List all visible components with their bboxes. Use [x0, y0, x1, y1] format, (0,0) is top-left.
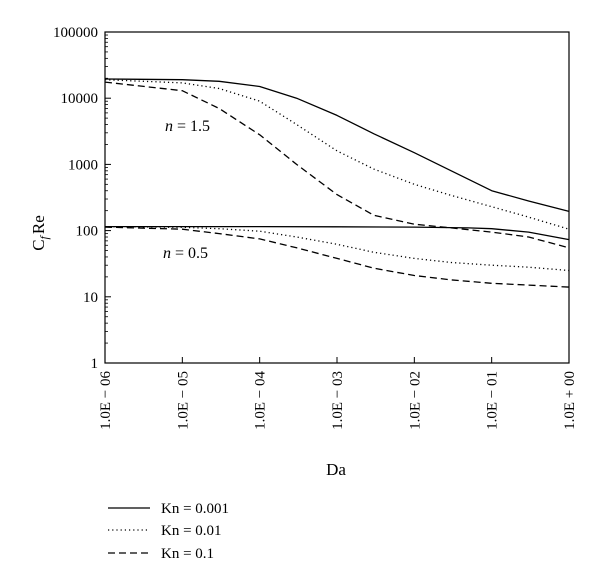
y-label-tail: Re [29, 215, 48, 234]
x-axis-ticks: 1.0E − 06 1.0E − 05 1.0E − 04 1.0E − 03 1.0E… [98, 357, 578, 430]
legend-item-kn-0-001: Kn = 0.001 [108, 501, 229, 517]
legend-label: Kn = 0.01 [161, 523, 222, 539]
x-tick-label: 1.0E − 01 [485, 371, 501, 430]
plot-frame [104, 31, 570, 364]
legend-item-kn-0-1: Kn = 0.1 [108, 546, 214, 562]
series-line-solid-n0-5 [105, 225, 570, 241]
legend: Kn = 0.001 Kn = 0.01 Kn = 0.1 [108, 501, 229, 562]
series-lines [104, 78, 570, 288]
series-line-dotted-n0-5 [104, 225, 570, 272]
y-tick-label: 1000 [68, 157, 98, 173]
x-tick-label: 1.0E − 04 [253, 371, 269, 430]
x-tick-label: 1.0E − 03 [330, 371, 346, 430]
annotation-n-1-5: n = 1.5 [165, 118, 210, 135]
x-tick-label: 1.0E − 06 [98, 371, 114, 430]
y-label-main: C [29, 239, 48, 250]
y-tick-label: 10 [83, 290, 98, 306]
x-tick-label: 1.0E − 02 [407, 371, 423, 430]
series-line-dashed-n1-5 [104, 81, 570, 249]
annotation-n-0-5: n = 0.5 [163, 245, 208, 262]
series-line-solid-n1-5 [104, 78, 570, 213]
legend-label: Kn = 0.001 [161, 501, 229, 517]
series-line-dotted-n1-5 [104, 79, 570, 230]
x-tick-label: 1.0E + 00 [562, 371, 578, 430]
plot-border [104, 31, 570, 364]
y-tick-label: 1 [91, 356, 99, 372]
y-label-sub: f [37, 234, 51, 239]
y-tick-label: 100 [76, 224, 99, 240]
y-tick-label: 100000 [53, 25, 98, 41]
series-line-dashed-n0-5 [104, 226, 570, 288]
x-tick-label: 1.0E − 05 [175, 371, 191, 430]
y-axis-ticks: 1 10 100 1000 10000 100000 [53, 25, 111, 372]
x-axis-label: Da [326, 460, 346, 479]
legend-item-kn-0-01: Kn = 0.01 [108, 523, 222, 539]
y-axis-label: CfRe [29, 215, 51, 251]
legend-label: Kn = 0.1 [161, 546, 214, 562]
y-tick-label: 10000 [61, 91, 99, 107]
